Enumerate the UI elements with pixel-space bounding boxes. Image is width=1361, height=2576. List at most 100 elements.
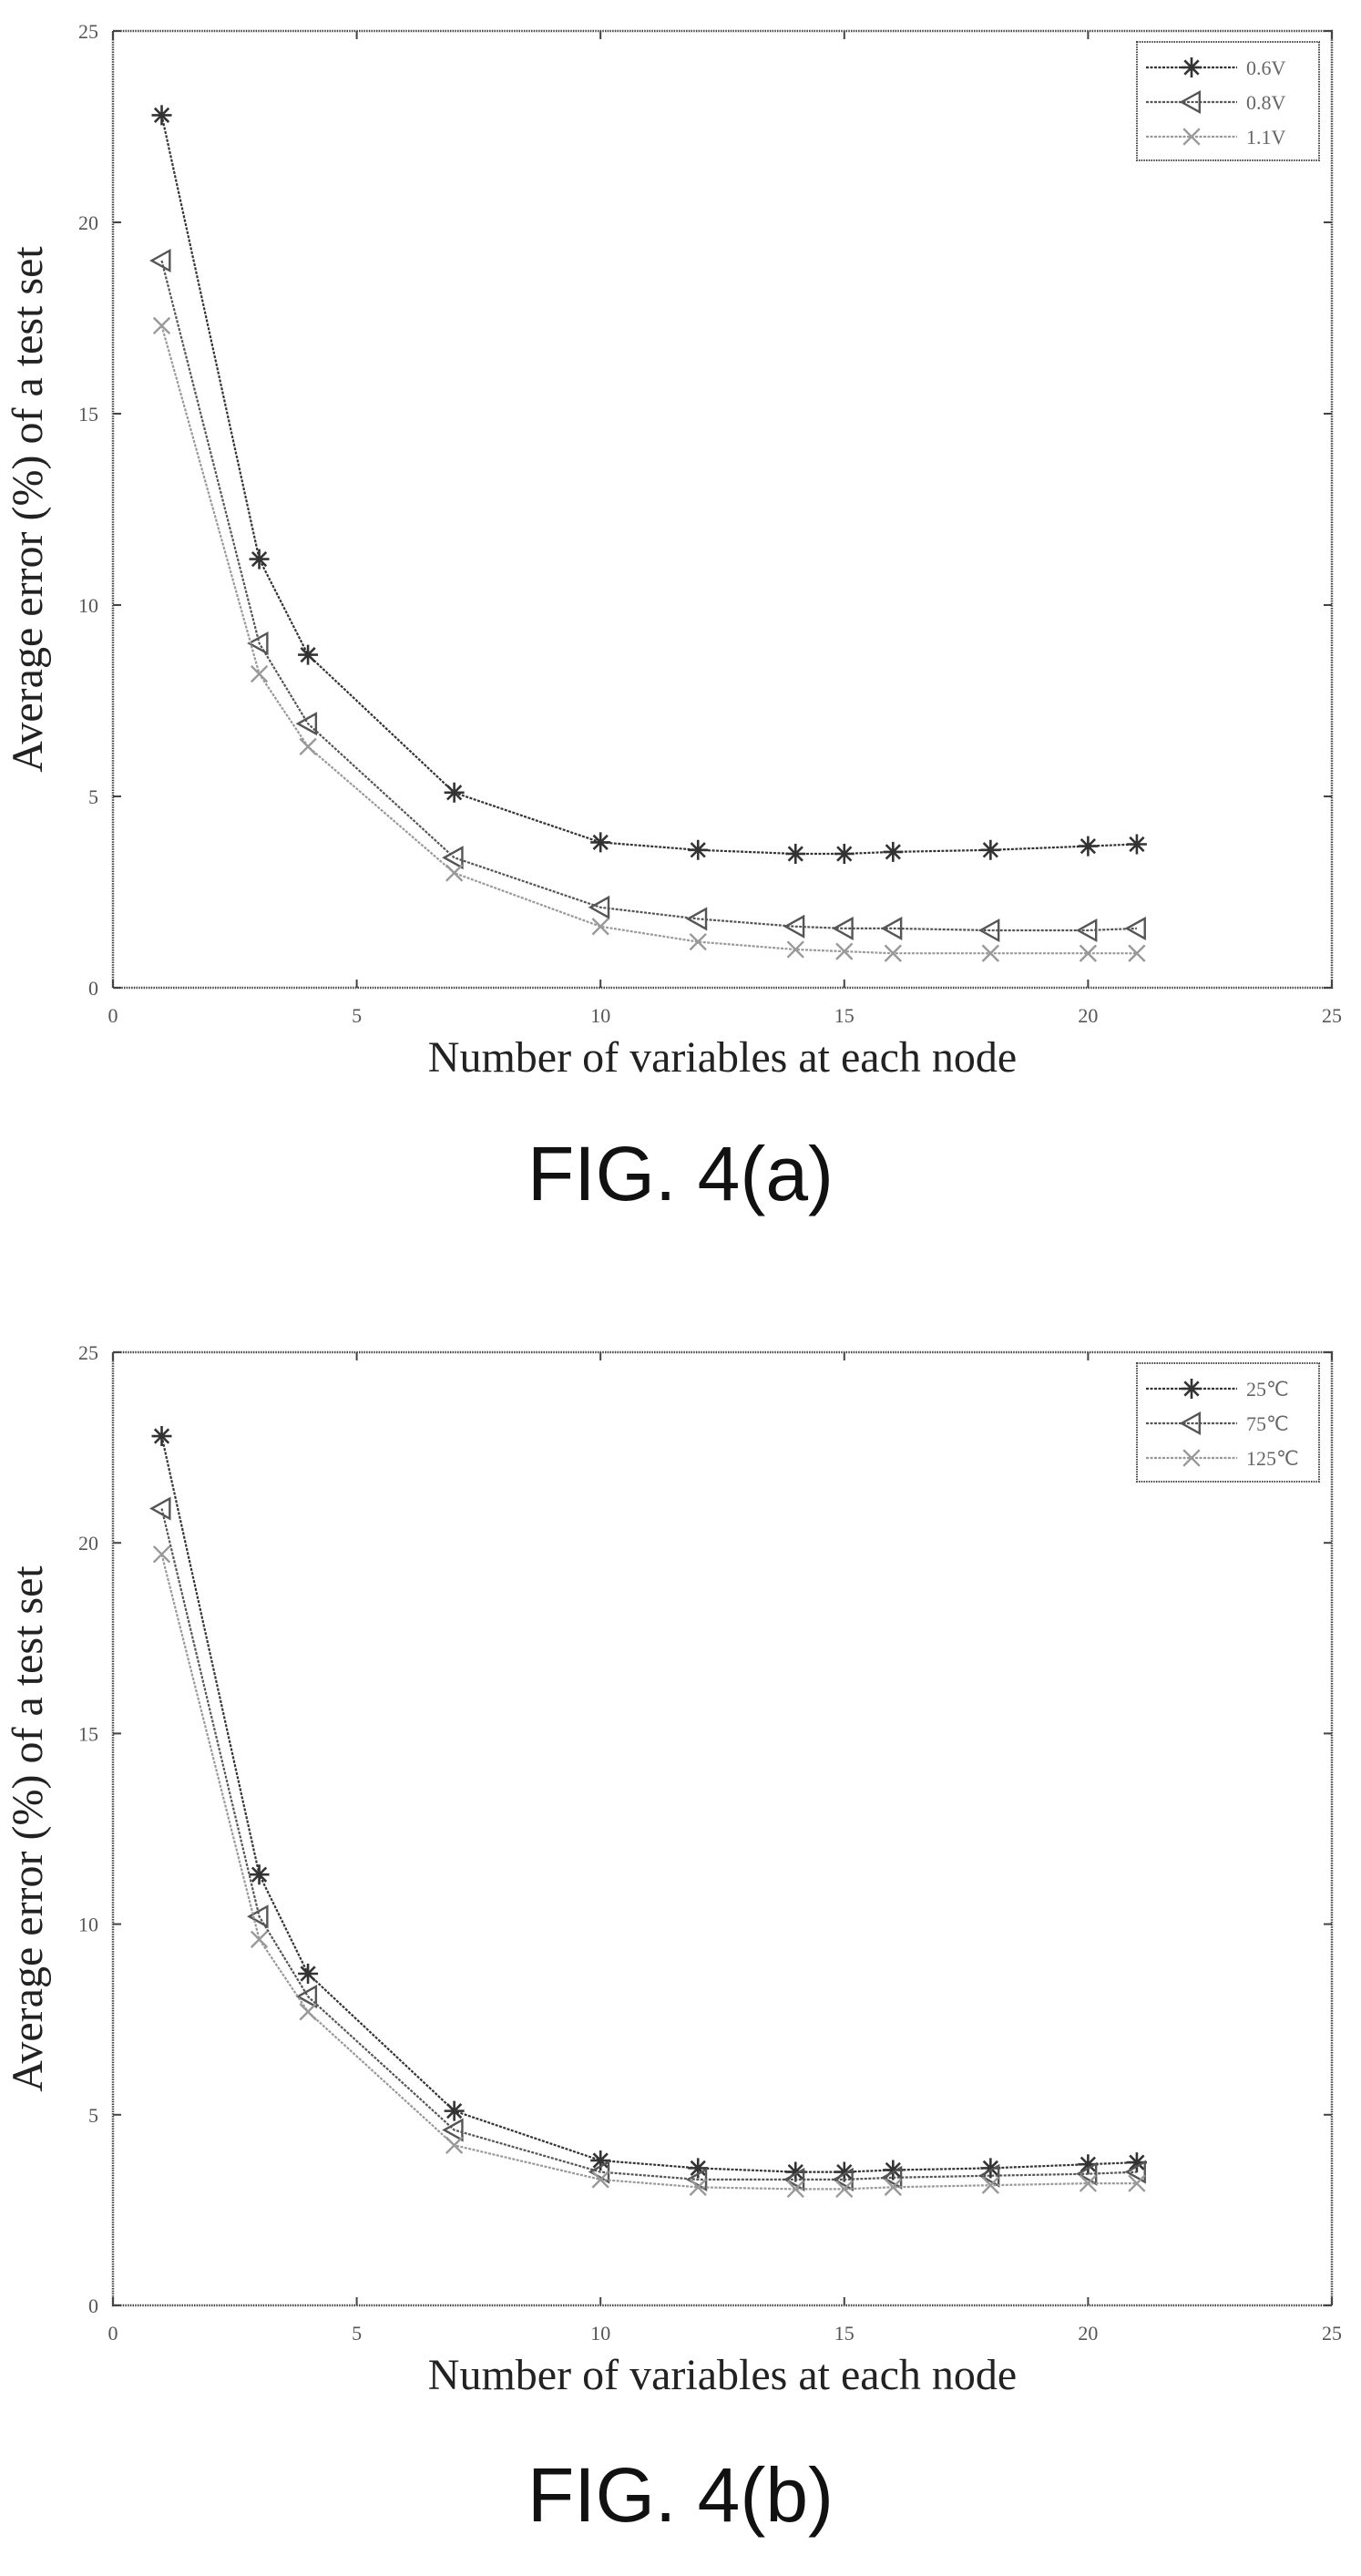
- data-point: [1078, 836, 1099, 857]
- x-axis-label: Number of variables at each node: [428, 1033, 1017, 1082]
- data-point: [786, 940, 804, 959]
- figure-caption-4b: FIG. 4(b): [527, 2452, 834, 2538]
- legend-label: 1.1V: [1246, 126, 1286, 149]
- plot-frame: [111, 1350, 1334, 2307]
- legend-label: 0.8V: [1246, 91, 1286, 114]
- y-tick-label: 20: [78, 211, 98, 234]
- data-point: [685, 907, 708, 931]
- data-point: [1128, 2174, 1146, 2192]
- data-point: [444, 782, 465, 803]
- data-point: [1126, 834, 1147, 855]
- y-axis-label: Average error (%) of a test set: [4, 246, 52, 773]
- legend-label: 25℃: [1246, 1378, 1289, 1401]
- data-point: [981, 2176, 1000, 2194]
- y-tick-label: 15: [78, 403, 98, 426]
- data-point: [834, 2161, 854, 2182]
- x-tick-label: 20: [1078, 1004, 1098, 1027]
- legend-marker: [1182, 128, 1201, 146]
- data-point: [783, 2167, 805, 2191]
- data-point: [1124, 2160, 1146, 2184]
- data-point: [835, 2180, 854, 2199]
- data-point: [445, 864, 464, 882]
- data-point: [250, 1930, 269, 1948]
- y-tick-label: 5: [88, 785, 98, 808]
- data-point: [588, 895, 610, 919]
- data-point: [590, 832, 611, 853]
- data-point: [688, 839, 709, 860]
- x-tick-label: 25: [1322, 2322, 1342, 2345]
- data-point: [445, 2136, 464, 2154]
- y-tick-label: 15: [78, 1722, 98, 1745]
- data-point: [977, 918, 1000, 943]
- data-point: [688, 2158, 709, 2179]
- x-tick-label: 0: [108, 1004, 118, 1027]
- chart-fig-4a: 0 5 10 15 20 25 0 5 10 15 20 25 Number of variables …: [4, 20, 1342, 1082]
- data-point: [444, 2100, 465, 2121]
- y-tick-label: 5: [88, 2104, 98, 2127]
- x-tick-label: 0: [108, 2322, 118, 2345]
- data-point: [980, 839, 1001, 860]
- series-0: [151, 1426, 1147, 2182]
- x-tick-label: 10: [590, 1004, 610, 1027]
- data-point: [689, 932, 707, 951]
- data-point: [1078, 2154, 1099, 2175]
- data-point: [883, 841, 904, 862]
- data-point: [590, 2150, 611, 2171]
- data-point: [981, 944, 1000, 962]
- data-point: [835, 942, 854, 960]
- series-2: [152, 316, 1146, 962]
- data-point: [977, 2163, 1000, 2188]
- data-point: [152, 1545, 171, 1564]
- y-tick-label: 0: [88, 2294, 98, 2317]
- data-point: [783, 914, 805, 939]
- x-tick-label: 5: [352, 2322, 362, 2345]
- x-tick-label: 25: [1322, 1004, 1342, 1027]
- series-line-0: [160, 1435, 1137, 2173]
- legend: 0.6V 0.8V 1.1V: [1136, 41, 1320, 161]
- data-point: [1075, 918, 1098, 943]
- data-point: [1075, 2161, 1098, 2186]
- data-point: [149, 1496, 171, 1521]
- data-point: [152, 316, 171, 335]
- data-point: [298, 644, 319, 665]
- legend-marker: [1182, 1449, 1201, 1467]
- y-tick-label: 0: [88, 977, 98, 1000]
- series-2: [152, 1545, 1146, 2199]
- data-point: [1079, 2174, 1098, 2192]
- data-point: [1126, 2152, 1147, 2173]
- data-point: [834, 844, 854, 864]
- data-point: [591, 2171, 609, 2189]
- plot-frame: [111, 29, 1334, 990]
- series-1: [149, 248, 1146, 943]
- data-point: [980, 2158, 1001, 2179]
- x-tick-label: 20: [1078, 2322, 1098, 2345]
- data-point: [247, 1904, 269, 1929]
- x-tick-label: 15: [834, 1004, 854, 1027]
- legend-marker: [1182, 1379, 1202, 1399]
- y-tick-label: 20: [78, 1532, 98, 1555]
- x-axis-label: Number of variables at each node: [428, 2351, 1017, 2399]
- legend-label: 75℃: [1246, 1412, 1289, 1435]
- data-point: [832, 916, 854, 940]
- data-point: [442, 846, 464, 870]
- data-point: [1128, 944, 1146, 962]
- chart-fig-4b: 0 5 10 15 20 25 0 5 10 15 20 25 Number of variables …: [4, 1341, 1342, 2399]
- data-point: [249, 1864, 270, 1885]
- data-point: [442, 2118, 464, 2142]
- series-line-2: [160, 1554, 1137, 2191]
- legend: 25℃ 75℃ 125℃: [1136, 1362, 1320, 1483]
- legend-label: 0.6V: [1246, 56, 1286, 79]
- data-point: [884, 944, 902, 962]
- data-point: [1124, 916, 1146, 940]
- series-line-0: [160, 115, 1137, 856]
- data-point: [880, 2165, 903, 2190]
- legend-label: 125℃: [1246, 1447, 1299, 1470]
- data-point: [151, 1426, 172, 1447]
- y-tick-label: 25: [78, 1341, 98, 1364]
- data-point: [250, 664, 269, 683]
- legend-marker: [1182, 57, 1202, 77]
- data-point: [299, 2003, 317, 2021]
- y-axis-label: Average error (%) of a test set: [4, 1565, 52, 2092]
- data-point: [832, 2167, 854, 2191]
